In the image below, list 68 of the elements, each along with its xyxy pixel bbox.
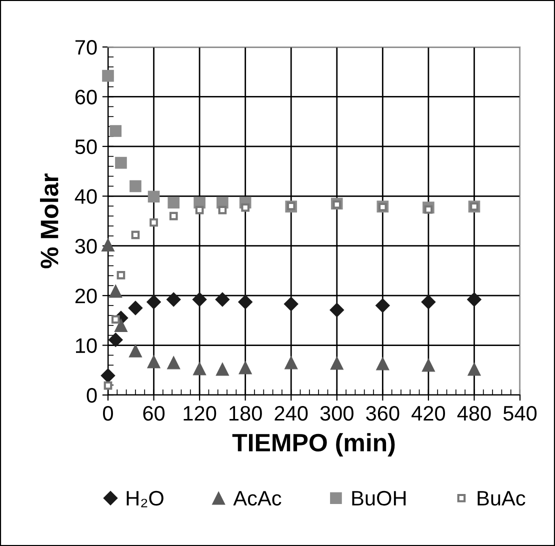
point: [195, 206, 204, 214]
x-tick-label: 240: [274, 406, 308, 421]
point: [128, 344, 142, 358]
point: [424, 205, 433, 214]
point: [375, 298, 390, 313]
point: [284, 356, 298, 370]
x-tick-label: 480: [457, 406, 491, 421]
point: [130, 180, 142, 192]
y-tick-label: 40: [74, 189, 97, 204]
x-tick-label: 60: [143, 406, 165, 421]
point: [330, 356, 344, 370]
x-axis-title: TIEMPO (min): [232, 433, 395, 456]
point: [192, 362, 206, 376]
point: [332, 200, 342, 209]
point: [115, 156, 127, 169]
y-axis-title: % Molar: [40, 173, 58, 268]
point: [421, 294, 436, 310]
point: [111, 315, 120, 324]
point: [169, 212, 178, 220]
point: [150, 218, 158, 227]
point: [114, 318, 128, 332]
point: [422, 358, 436, 372]
point: [284, 296, 298, 312]
point: [109, 284, 122, 298]
x-tick-label: 300: [320, 406, 354, 421]
point: [146, 294, 161, 310]
x-tick-label: 180: [230, 406, 262, 421]
x-tick-label: 420: [412, 406, 446, 421]
legend-label: H₂O: [126, 490, 164, 508]
point: [238, 361, 252, 374]
point: [238, 294, 253, 310]
point: [168, 196, 180, 209]
point: [128, 300, 143, 316]
point: [166, 292, 181, 307]
legend-label: AcAc: [233, 491, 282, 506]
point: [147, 355, 160, 368]
point: [148, 190, 160, 203]
y-tick-label: 60: [75, 90, 97, 104]
y-tick-label: 50: [75, 139, 97, 154]
point: [108, 332, 123, 348]
y-tick-label: 0: [86, 388, 97, 403]
point: [216, 362, 230, 376]
point: [100, 368, 116, 383]
point: [167, 356, 180, 370]
y-tick-label: 10: [76, 338, 97, 354]
x-tick-label: 120: [184, 406, 216, 421]
point: [102, 70, 114, 82]
point: [376, 357, 390, 370]
legend-label: BuOH: [352, 490, 406, 506]
point: [241, 203, 250, 212]
point: [110, 125, 122, 137]
y-tick-label: 30: [75, 238, 97, 254]
legend-label: BuAc: [478, 491, 526, 506]
point: [330, 302, 344, 318]
x-tick-label: 0: [103, 406, 113, 421]
point: [116, 271, 126, 280]
point: [192, 292, 207, 307]
point: [218, 206, 227, 214]
point: [467, 292, 482, 307]
point: [101, 238, 115, 252]
point: [468, 362, 481, 376]
point: [131, 230, 140, 240]
x-tick-label: 540: [503, 406, 537, 421]
x-tick-label: 360: [366, 406, 400, 421]
y-tick-label: 70: [75, 40, 97, 55]
point: [104, 381, 112, 390]
point: [215, 292, 230, 307]
y-tick-label: 20: [75, 288, 97, 304]
